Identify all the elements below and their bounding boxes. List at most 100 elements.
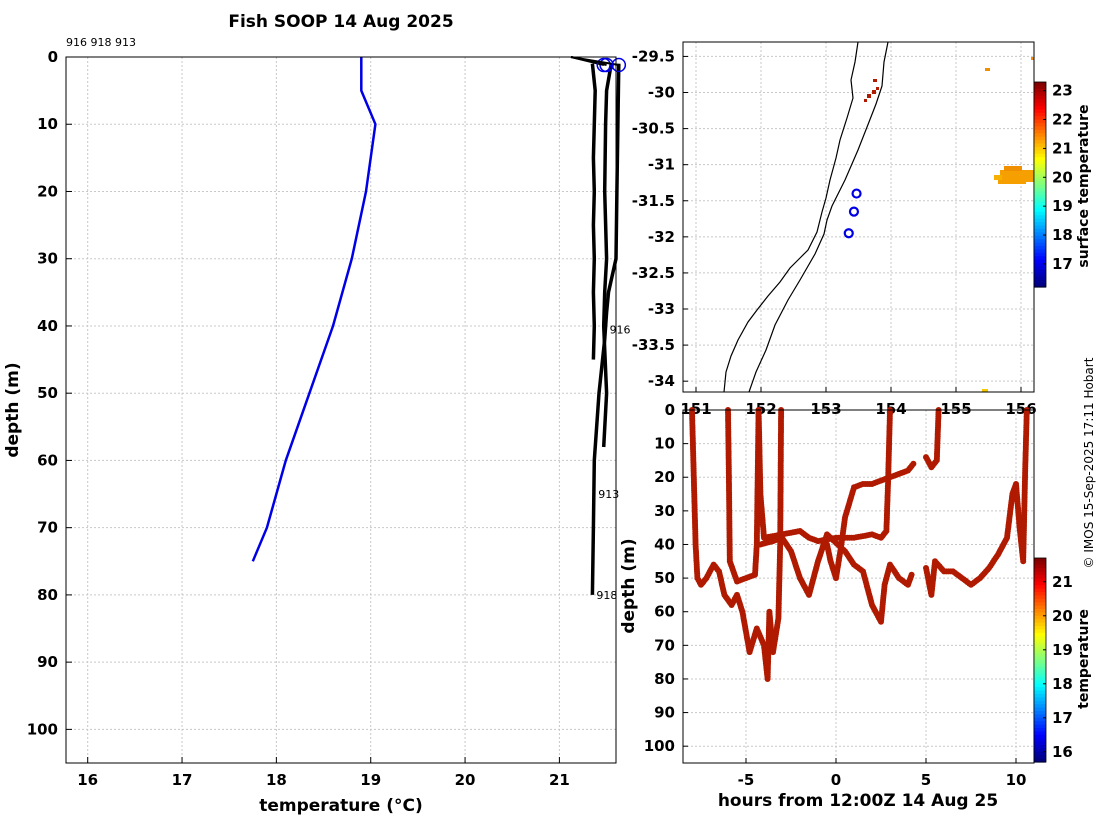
colorbar-tick-label: 16 — [1052, 743, 1073, 761]
map-x-tick-label: 153 — [810, 400, 841, 418]
deployment-marker — [851, 188, 862, 199]
colorbar-segment — [1034, 143, 1046, 148]
temperature-track — [923, 407, 1030, 598]
temperature-track — [755, 407, 893, 545]
ts-y-tick-label: 70 — [654, 636, 675, 654]
colorbar-segment — [1034, 119, 1046, 124]
profile-ylabel: depth (m) — [3, 362, 23, 457]
map-grid — [683, 42, 1034, 392]
colorbar-segment — [1034, 636, 1046, 641]
credit-text: © IMOS 15-Sep-2025 17:11 Hobart — [1082, 357, 1096, 568]
y-tick-label: 20 — [37, 182, 58, 200]
surface-leader-line — [570, 56, 619, 66]
colorbar-segment — [1034, 150, 1046, 155]
colorbar-segment — [1034, 673, 1046, 678]
y-tick-label: 10 — [37, 115, 58, 133]
colorbar-segment — [1034, 758, 1046, 763]
colorbar-tick-label: 18 — [1052, 226, 1073, 244]
colorbar-tick-label: 17 — [1052, 255, 1073, 273]
colorbar-segment — [1034, 82, 1046, 87]
profile-line-916 — [590, 63, 597, 360]
profile-line-blue — [251, 57, 377, 562]
colorbar-segment — [1034, 153, 1046, 158]
ts-y-tick-label: 20 — [654, 468, 675, 486]
ts-x-tick-label: 5 — [921, 771, 931, 789]
profile-grid — [66, 56, 616, 763]
map-panel: 151152153154155156-29.5-30-30.5-31-31.5-… — [632, 41, 1092, 418]
ts-y-tick-label: 80 — [654, 670, 675, 688]
colorbar-segment — [1034, 123, 1046, 128]
ts-y-tick-label: 30 — [654, 502, 675, 520]
colorbar-segment — [1034, 105, 1046, 110]
y-tick-label: 90 — [37, 653, 58, 671]
colorbar-segment — [1034, 721, 1046, 726]
colorbar-segment — [1034, 639, 1046, 644]
colorbar-segment — [1034, 269, 1046, 274]
colorbar-segment — [1034, 595, 1046, 600]
temperature-track — [689, 407, 785, 682]
colorbar-tick-label: 19 — [1052, 197, 1073, 215]
colorbar-segment — [1034, 755, 1046, 760]
track-point — [908, 571, 915, 578]
profile-id-label: 913 — [598, 488, 619, 501]
colorbar-segment — [1034, 126, 1046, 131]
colorbar-segment — [1034, 140, 1046, 145]
colorbar-segment — [1034, 95, 1046, 100]
ts-x-tick-label: 0 — [831, 771, 841, 789]
colorbar-segment — [1034, 734, 1046, 739]
colorbar-segment — [1034, 694, 1046, 698]
colorbar-segment — [1034, 167, 1046, 172]
ts-y-tick-label: 100 — [644, 737, 675, 755]
colorbar-segment — [1034, 92, 1046, 97]
colorbar-tick-label: 20 — [1052, 607, 1073, 625]
ts-y-tick-label: 40 — [654, 535, 675, 553]
sst-patch-east — [982, 57, 1034, 392]
ts-x-tick-label: 10 — [1006, 771, 1027, 789]
colorbar-segment — [1034, 738, 1046, 743]
y-tick-label: 80 — [37, 586, 58, 604]
colorbar-segment — [1034, 259, 1046, 264]
map-y-tick-label: -32 — [648, 228, 675, 246]
colorbar-segment — [1034, 622, 1046, 627]
temperature-colorbar-label: temperature — [1076, 609, 1092, 709]
colorbar-tick-label: 23 — [1052, 82, 1073, 100]
deployment-marker — [843, 228, 854, 239]
colorbar-segment — [1034, 666, 1046, 671]
colorbar-segment — [1034, 585, 1046, 590]
x-tick-label: 20 — [455, 771, 476, 789]
colorbar-segment — [1034, 205, 1046, 210]
colorbar-segment — [1034, 252, 1046, 257]
profile-line-918 — [601, 63, 614, 448]
colorbar-segment — [1034, 256, 1046, 261]
colorbar-segment — [1034, 194, 1046, 199]
colorbar-segment — [1034, 605, 1046, 610]
surface-temperature-colorbar-label: surface temperature — [1076, 104, 1092, 267]
colorbar-tick-label: 19 — [1052, 641, 1073, 659]
temperature-track — [725, 407, 762, 585]
colorbar-segment — [1034, 263, 1046, 268]
y-tick-label: 70 — [37, 519, 58, 537]
colorbar-segment — [1034, 711, 1046, 715]
x-tick-label: 18 — [266, 771, 287, 789]
chart-title: Fish SOOP 14 Aug 2025 — [228, 12, 453, 32]
colorbar-segment — [1034, 99, 1046, 104]
colorbar-segment — [1034, 211, 1046, 216]
x-tick-label: 17 — [172, 771, 193, 789]
colorbar-segment — [1034, 632, 1046, 637]
colorbar-segment — [1034, 646, 1046, 651]
colorbar-segment — [1034, 592, 1046, 596]
colorbar-segment — [1034, 232, 1046, 237]
colorbar-segment — [1034, 653, 1046, 658]
ts-y-tick-label: 10 — [654, 435, 675, 453]
colorbar-segment — [1034, 724, 1046, 729]
temperature-tracks — [689, 407, 1030, 682]
map-y-tick-label: -33.5 — [632, 336, 675, 354]
colorbar-tick-label: 17 — [1052, 709, 1073, 727]
sst-patch-coastal — [864, 79, 879, 102]
colorbar-segment — [1034, 273, 1046, 278]
map-y-tick-label: -29.5 — [632, 47, 675, 65]
colorbar-segment — [1034, 643, 1046, 647]
